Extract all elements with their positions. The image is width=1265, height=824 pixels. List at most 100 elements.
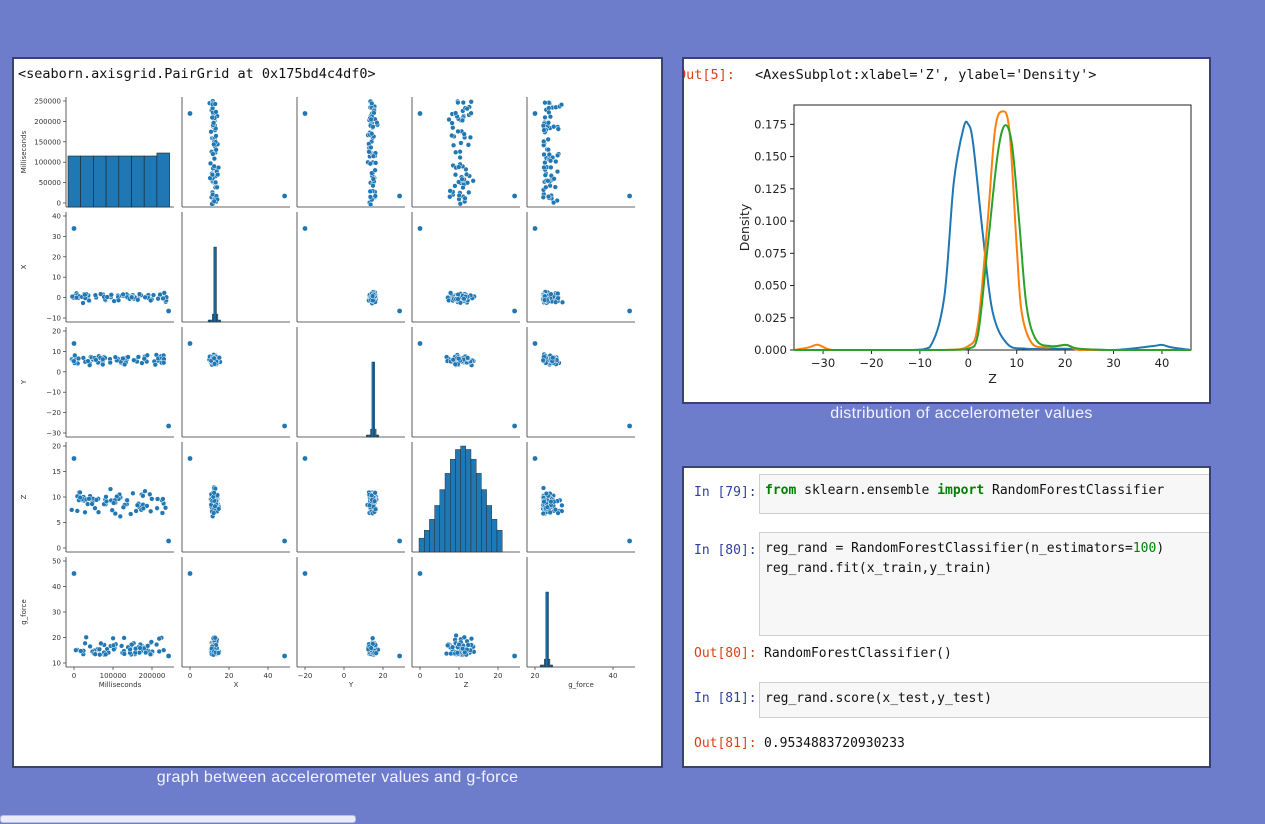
histogram-bar xyxy=(212,313,214,323)
scatter-point xyxy=(417,341,423,346)
row-axis-label: X xyxy=(20,264,28,269)
scatter-point xyxy=(458,140,464,146)
scatter-point xyxy=(72,352,78,359)
scatter-point xyxy=(112,510,118,517)
scatter-point xyxy=(130,490,136,496)
scatter-point xyxy=(457,154,463,161)
histogram-bar xyxy=(366,434,368,438)
scatter-point xyxy=(540,357,546,363)
scatter-point xyxy=(558,102,565,108)
output-text: 0.9534883720930233 xyxy=(764,736,905,751)
output-prompt: Out[80]: xyxy=(694,646,757,661)
scatter-point xyxy=(555,126,561,132)
scatter-point xyxy=(627,423,632,429)
scatter-point xyxy=(135,297,141,303)
scatter-point xyxy=(541,127,547,133)
scatter-point xyxy=(100,361,106,368)
histogram-bar xyxy=(455,449,461,553)
scatter-point xyxy=(140,493,146,499)
scatter-point xyxy=(447,188,453,194)
scatter-point xyxy=(74,508,80,514)
scatter-point xyxy=(211,156,218,162)
scatter-point xyxy=(462,649,468,656)
histogram-bar xyxy=(548,658,551,668)
x-tick-label: −30 xyxy=(811,356,835,370)
scatter-point xyxy=(541,164,547,171)
scatter-point xyxy=(450,142,457,148)
scatter-point xyxy=(541,151,547,158)
scatter-point xyxy=(89,501,95,507)
kde-chart: 0.000 0.025 0.050 0.075 0.100 0.125 0.150 0.175… xyxy=(737,104,1192,386)
scatter-point xyxy=(368,116,374,123)
x-tick-label: 0 xyxy=(188,672,192,680)
scatter-point xyxy=(141,356,147,362)
notebook-cell-80[interactable]: In [80]: reg_rand = RandomForestClassifi… xyxy=(684,532,1209,636)
scatter-point xyxy=(212,503,218,509)
scatter-point xyxy=(627,538,632,544)
y-tick-label: 20 xyxy=(52,634,61,642)
notebook-cell-81[interactable]: In [81]: reg_rand.score(x_test,y_test) xyxy=(684,682,1209,718)
scatter-point xyxy=(627,193,632,199)
histogram-bar xyxy=(93,155,107,208)
code-input[interactable]: reg_rand = RandomForestClassifier(n_esti… xyxy=(759,532,1209,636)
scatter-point xyxy=(452,361,458,367)
scatter-point xyxy=(282,193,287,199)
scatter-point xyxy=(75,355,82,362)
scatter-point xyxy=(78,648,84,654)
scatter-point xyxy=(216,355,222,361)
scatter-point xyxy=(373,650,379,656)
notebook-output-80: Out[80]: RandomForestClassifier() xyxy=(684,644,1209,668)
code-input[interactable]: reg_rand.score(x_test,y_test) xyxy=(759,682,1209,718)
scatter-point xyxy=(129,294,135,300)
scatter-point xyxy=(554,168,561,175)
scatter-point xyxy=(367,201,374,208)
histogram-bar xyxy=(207,319,210,323)
scatter-point xyxy=(145,643,151,649)
scatter-point xyxy=(417,111,423,116)
scatter-point xyxy=(540,194,546,200)
scatter-point xyxy=(460,184,466,191)
histogram-bar xyxy=(216,313,219,323)
y-tick-label: 50 xyxy=(52,558,61,566)
scatter-point xyxy=(134,502,141,508)
pair-cell xyxy=(526,97,635,208)
scatter-point xyxy=(71,358,77,364)
plot-frame xyxy=(793,104,1192,351)
code-input[interactable]: from sklearn.ensemble import RandomFores… xyxy=(759,474,1209,514)
scatter-point xyxy=(462,195,468,201)
y-tick-label: 30 xyxy=(52,609,61,617)
scatter-point xyxy=(542,114,548,121)
scatter-point xyxy=(455,128,461,135)
scatter-point xyxy=(212,635,218,641)
y-tick-label: 150000 xyxy=(34,138,61,146)
histogram-bar xyxy=(434,505,441,553)
pair-cell xyxy=(181,97,290,208)
scatter-point xyxy=(92,651,98,657)
scatter-point xyxy=(92,505,98,511)
pair-cell: 50 40 30 20 10 g_force 0 100000 200000Millisecon… xyxy=(20,557,174,689)
histogram-bar xyxy=(544,658,546,668)
scatter-point xyxy=(139,360,145,366)
scatter-point xyxy=(121,651,127,657)
y-tick-label: 0 xyxy=(57,294,61,302)
scatter-point xyxy=(71,456,77,461)
scatter-point xyxy=(107,486,114,492)
x-tick-label: 100000 xyxy=(100,672,127,680)
y-tick-label: 0.100 xyxy=(754,214,787,228)
horizontal-scrollbar[interactable] xyxy=(0,815,356,823)
histogram-bar xyxy=(541,664,544,668)
scatter-point xyxy=(80,300,86,306)
scatter-point xyxy=(470,178,476,184)
pair-cell: 40 30 20 10 0 −10 X xyxy=(20,212,174,323)
histogram-bar xyxy=(80,155,94,208)
scatter-point xyxy=(532,456,538,461)
histogram-bar xyxy=(486,505,493,553)
notebook-cell-79[interactable]: In [79]: from sklearn.ensemble import Ra… xyxy=(684,474,1209,514)
scatter-point xyxy=(92,292,99,298)
scatter-point xyxy=(443,650,450,657)
y-tick-label: 0 xyxy=(57,545,61,553)
scatter-point xyxy=(543,184,549,190)
scatter-point xyxy=(142,294,148,300)
scatter-point xyxy=(148,297,154,304)
scatter-point xyxy=(397,308,402,314)
